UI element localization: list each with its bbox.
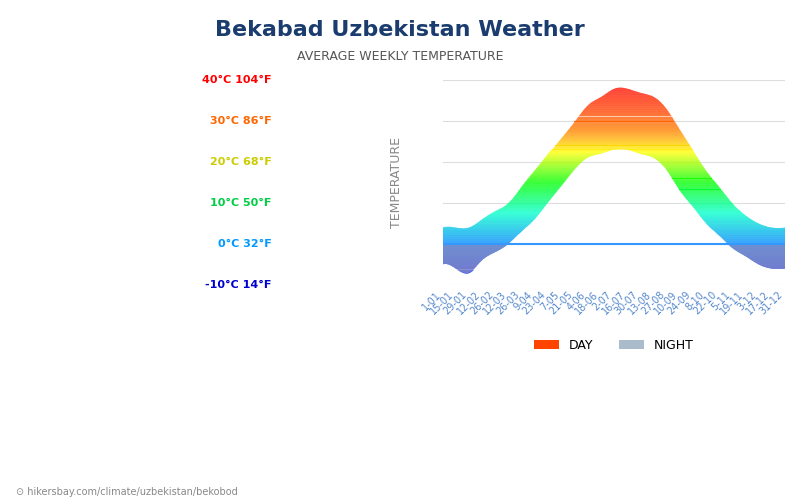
Text: Bekabad Uzbekistan Weather: Bekabad Uzbekistan Weather xyxy=(215,20,585,40)
Text: 30°C 86°F: 30°C 86°F xyxy=(210,116,271,126)
Text: 20°C 68°F: 20°C 68°F xyxy=(210,157,271,167)
Y-axis label: TEMPERATURE: TEMPERATURE xyxy=(390,137,403,228)
Text: 0°C 32°F: 0°C 32°F xyxy=(218,239,271,249)
Text: 40°C 104°F: 40°C 104°F xyxy=(202,75,271,85)
Legend: DAY, NIGHT: DAY, NIGHT xyxy=(529,334,698,356)
Text: 10°C 50°F: 10°C 50°F xyxy=(210,198,271,208)
Text: AVERAGE WEEKLY TEMPERATURE: AVERAGE WEEKLY TEMPERATURE xyxy=(297,50,503,63)
Text: ⊙ hikersbay.com/climate/uzbekistan/bekobod: ⊙ hikersbay.com/climate/uzbekistan/bekob… xyxy=(16,487,238,497)
Text: -10°C 14°F: -10°C 14°F xyxy=(205,280,271,290)
